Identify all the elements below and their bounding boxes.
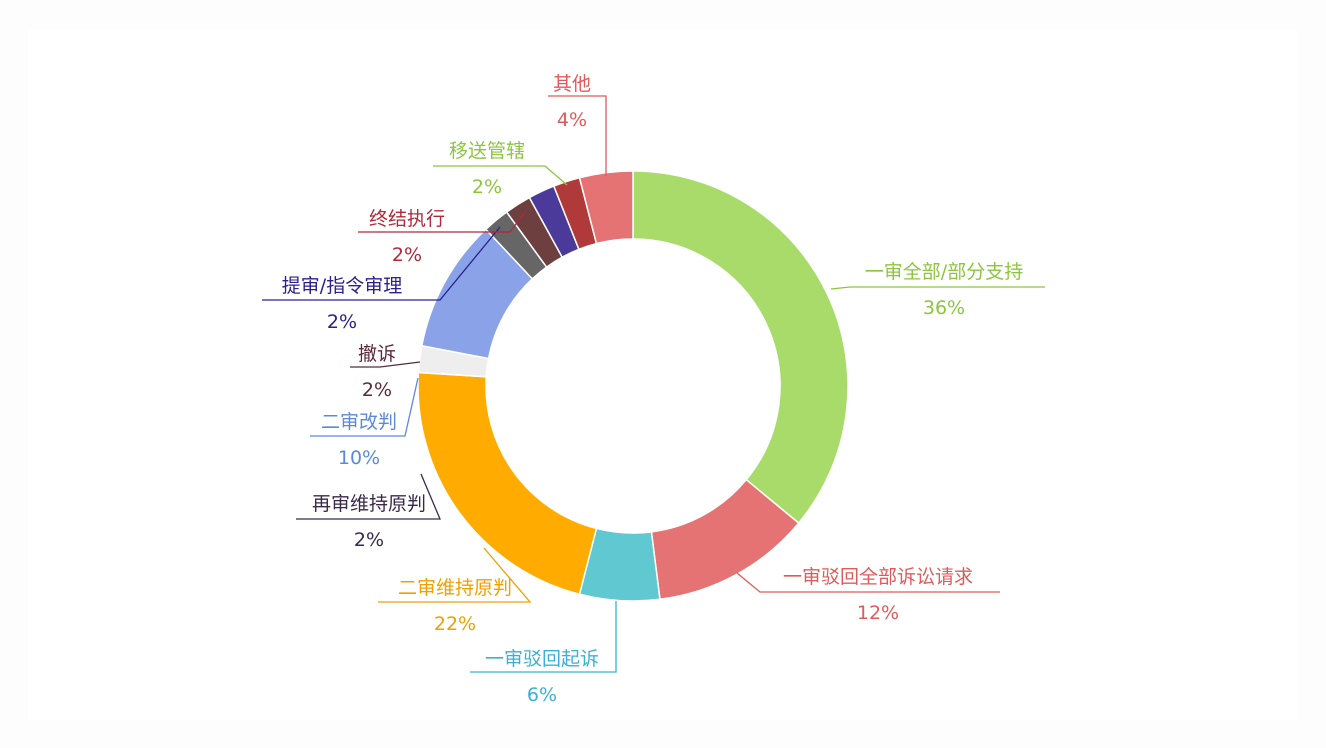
slice-4	[417, 371, 598, 596]
slice-label-11: 其他	[553, 73, 591, 95]
slices-group	[417, 170, 849, 602]
labels-group: 一审全部/部分支持 36% 一审驳回全部诉讼请求 12% 一审驳回起诉 6% 二审维持原判 2…	[282, 73, 1023, 706]
slice-percent-10: 2%	[472, 176, 502, 198]
slice-1	[632, 170, 849, 525]
slice-label-3: 一审驳回起诉	[485, 648, 599, 670]
slice-percent-1: 36%	[923, 297, 965, 319]
slice-percent-11: 4%	[557, 109, 587, 131]
slice-percent-2: 12%	[857, 602, 899, 624]
slice-percent-6: 10%	[338, 447, 380, 469]
leader-line-10	[433, 165, 568, 186]
slice-label-10: 移送管辖	[449, 140, 525, 162]
leader-line-4	[378, 547, 532, 603]
slice-percent-7: 2%	[362, 379, 392, 401]
leader-line-8	[262, 226, 501, 301]
slice-label-2: 一审驳回全部诉讼请求	[783, 566, 973, 588]
leader-line-5	[296, 473, 441, 520]
slice-percent-4: 22%	[434, 613, 476, 635]
leader-line-3	[470, 601, 617, 673]
slice-percent-5: 2%	[354, 529, 384, 551]
slice-11	[578, 170, 634, 245]
slice-label-4: 二审维持原判	[398, 577, 512, 599]
leader-line-9	[358, 211, 526, 233]
leader-line-6	[310, 377, 419, 437]
leader-line-7	[350, 361, 421, 368]
slice-percent-3: 6%	[527, 684, 557, 706]
slice-label-9: 终结执行	[369, 208, 445, 230]
slice-label-5: 再审维持原判	[312, 493, 426, 515]
slice-label-7: 撤诉	[358, 343, 396, 365]
slice-percent-8: 2%	[327, 311, 357, 333]
leader-line-11	[548, 95, 607, 176]
leader-lines-group	[262, 95, 1045, 673]
leader-line-2	[736, 572, 1000, 593]
chart-frame	[28, 30, 1298, 720]
slice-percent-9: 2%	[392, 244, 422, 266]
leader-line-1	[830, 286, 1045, 290]
slice-label-8: 提审/指令审理	[282, 275, 402, 297]
slice-label-6: 二审改判	[321, 411, 397, 433]
slice-label-1: 一审全部/部分支持	[865, 261, 1023, 283]
